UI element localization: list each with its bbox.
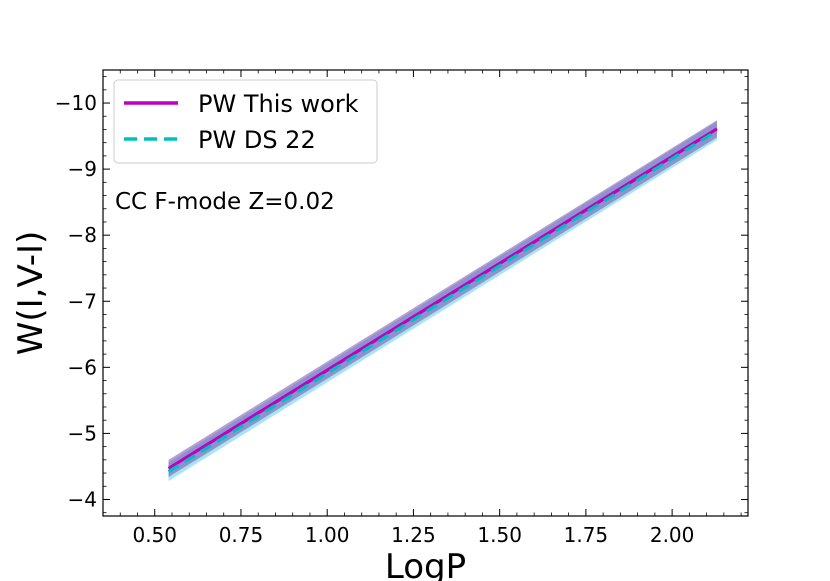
y-tick-label: −5 xyxy=(68,421,97,445)
series-lines xyxy=(167,127,718,474)
legend-label-pw-ds-22: PW DS 22 xyxy=(198,126,316,154)
tick-labels: 0.50 0.75 1.00 1.25 1.50 1.75 2.00 −4 −5 −6 −7 −8 −9… xyxy=(55,91,695,547)
y-tick-label: −10 xyxy=(55,91,97,115)
x-axis-label: LogP xyxy=(385,547,466,581)
y-tick-label: −6 xyxy=(68,355,97,379)
y-tick-label: −8 xyxy=(68,223,97,247)
plot-frame xyxy=(102,69,749,517)
legend: PW This work PW DS 22 xyxy=(113,79,378,164)
y-tick-label: −9 xyxy=(68,157,97,181)
line-pw-this-work xyxy=(167,127,718,470)
x-tick-label: 2.00 xyxy=(650,523,695,547)
x-tick-label: 1.00 xyxy=(305,523,350,547)
x-tick-label: 0.75 xyxy=(219,523,264,547)
line-pw-ds-22 xyxy=(167,129,718,474)
y-tick-label: −4 xyxy=(68,487,97,511)
legend-label-pw-this-work: PW This work xyxy=(198,90,359,118)
x-tick-label: 1.75 xyxy=(564,523,609,547)
x-tick-label: 1.50 xyxy=(477,523,522,547)
y-axis-label: W(I,V-I) xyxy=(11,231,51,356)
chart-annotation: CC F-mode Z=0.02 xyxy=(115,189,335,215)
legend-box xyxy=(113,79,378,164)
x-tick-label: 1.25 xyxy=(391,523,436,547)
y-tick-label: −7 xyxy=(68,289,97,313)
x-tick-label: 0.50 xyxy=(132,523,177,547)
